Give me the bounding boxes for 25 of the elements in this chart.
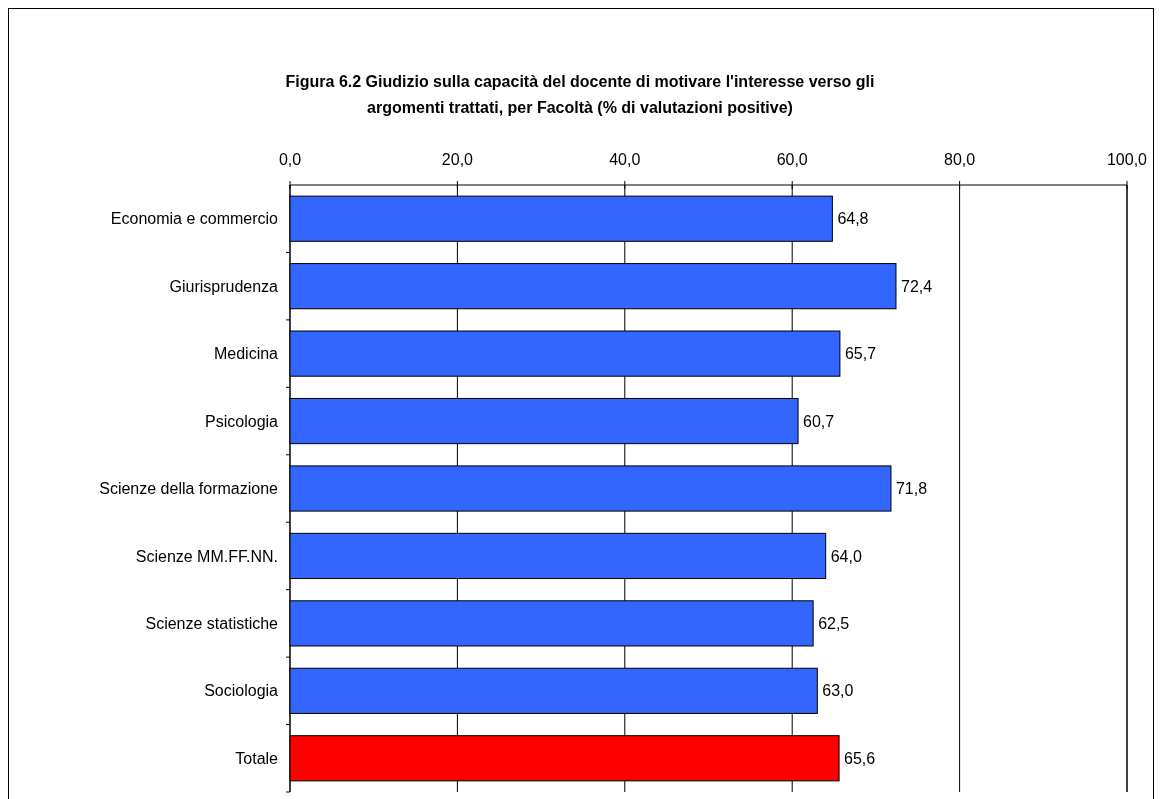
y-tick-label: Giurisprudenza <box>169 277 279 295</box>
x-tick-label: 0,0 <box>278 151 302 168</box>
y-tick-label: Economia e commercio <box>110 210 279 228</box>
y-tick-label: Totale <box>235 749 279 767</box>
data-label: 63,0 <box>822 682 854 700</box>
y-tick-label: Scienze della formazione <box>99 480 279 498</box>
x-tick-label: 60,0 <box>776 151 808 168</box>
data-label: 65,7 <box>844 345 877 363</box>
data-label: 64,0 <box>830 547 862 565</box>
data-label: 62,5 <box>818 614 850 632</box>
data-label: 72,4 <box>900 277 933 295</box>
y-tick-label: Psicologia <box>205 412 279 430</box>
data-label: 65,6 <box>844 749 876 767</box>
x-tick-label: 100,0 <box>1106 151 1148 168</box>
y-tick-label: Scienze statistiche <box>145 614 279 632</box>
x-tick-label: 20,0 <box>441 151 474 168</box>
data-label: 71,8 <box>895 480 928 498</box>
data-label: 64,8 <box>837 210 869 228</box>
x-tick-label: 80,0 <box>944 151 976 168</box>
chart-title: Figura 6.2 Giudizio sulla capacità del docente di motivare l'interesse verso gli argomenti trattati, per Facoltà (% di valutazioni positive) <box>285 73 875 116</box>
y-tick-label: Sociologia <box>204 682 279 700</box>
data-label: 60,7 <box>803 412 835 430</box>
x-tick-label: 40,0 <box>609 151 641 168</box>
y-tick-label: Scienze MM.FF.NN. <box>135 547 278 565</box>
y-tick-label: Medicina <box>213 345 279 363</box>
